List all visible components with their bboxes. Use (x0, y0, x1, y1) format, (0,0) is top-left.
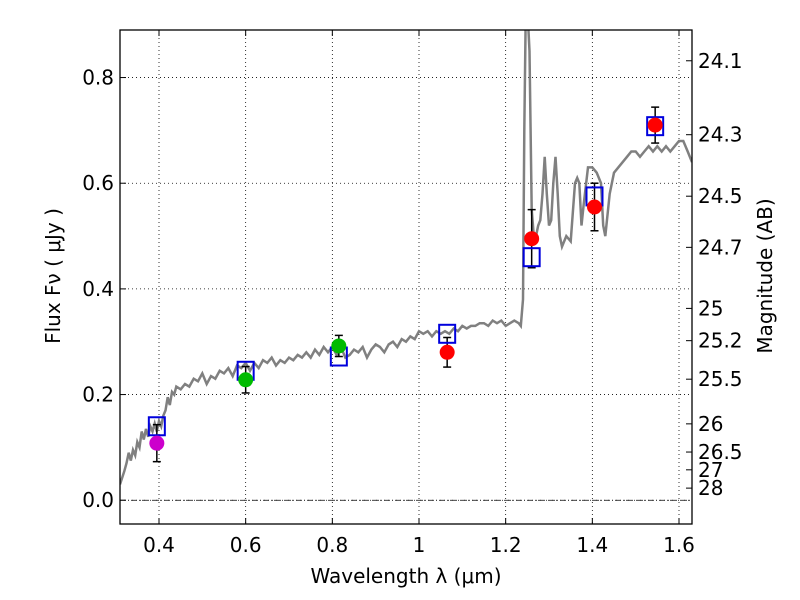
model-point (147, 416, 166, 437)
x-axis-label: Wavelength λ (μm) (310, 564, 501, 588)
observed-point (238, 372, 254, 388)
x-tick-label: 0.4 (143, 533, 175, 557)
model-point (438, 323, 457, 344)
y-tick-label: 0.6 (82, 171, 114, 195)
spectrum-series (120, 30, 692, 485)
y-axis-ticks: 0.0 0.2 0.4 0.6 0.8 (82, 66, 126, 512)
y-axis-label: Flux Fν ( μJy ) (41, 208, 65, 344)
observed-point (149, 435, 165, 451)
magnitude-axis-label: Magnitude (AB) (753, 198, 777, 353)
y-tick-label: 0.2 (82, 383, 114, 407)
grid-lines (120, 30, 692, 524)
magnitude-tick-label: 24.1 (698, 49, 743, 73)
magnitude-tick-label: 24.7 (698, 235, 743, 259)
model-point (646, 116, 665, 137)
x-tick-label: 0.8 (316, 533, 348, 557)
magnitude-tick-label: 24.3 (698, 123, 743, 147)
magnitude-tick-label: 25 (698, 296, 723, 320)
x-tick-label: 0.6 (230, 533, 262, 557)
error-bars (152, 106, 660, 463)
x-axis-ticks: 0.4 0.6 0.8 1 1.2 1.4 1.6 (143, 30, 695, 557)
x-tick-label: 1.2 (490, 533, 522, 557)
x-tick-label: 1.4 (576, 533, 608, 557)
model-photometry-points (147, 116, 665, 437)
observed-point (439, 344, 455, 360)
magnitude-tick-label: 26 (698, 412, 723, 436)
observed-point (647, 117, 663, 133)
model-point (522, 247, 541, 268)
magnitude-tick-label: 27 (698, 458, 723, 482)
observed-point (524, 231, 540, 247)
y-tick-label: 0.4 (82, 277, 114, 301)
observed-point (331, 338, 347, 354)
observed-point (587, 199, 602, 215)
x-tick-label: 1.6 (663, 533, 695, 557)
plot-frame (119, 29, 693, 525)
spectrum-line (120, 30, 692, 485)
y-tick-label: 0.0 (82, 488, 114, 512)
y-tick-label: 0.8 (82, 66, 114, 90)
magnitude-tick-label: 28 (698, 476, 723, 500)
magnitude-tick-label: 25.2 (698, 329, 743, 353)
magnitude-tick-label: 26.5 (698, 440, 743, 464)
x-tick-label: 1 (413, 533, 426, 557)
observed-photometry-points (149, 117, 663, 451)
magnitude-tick-label: 25.5 (698, 367, 743, 391)
magnitude-tick-label: 24.5 (698, 184, 743, 208)
